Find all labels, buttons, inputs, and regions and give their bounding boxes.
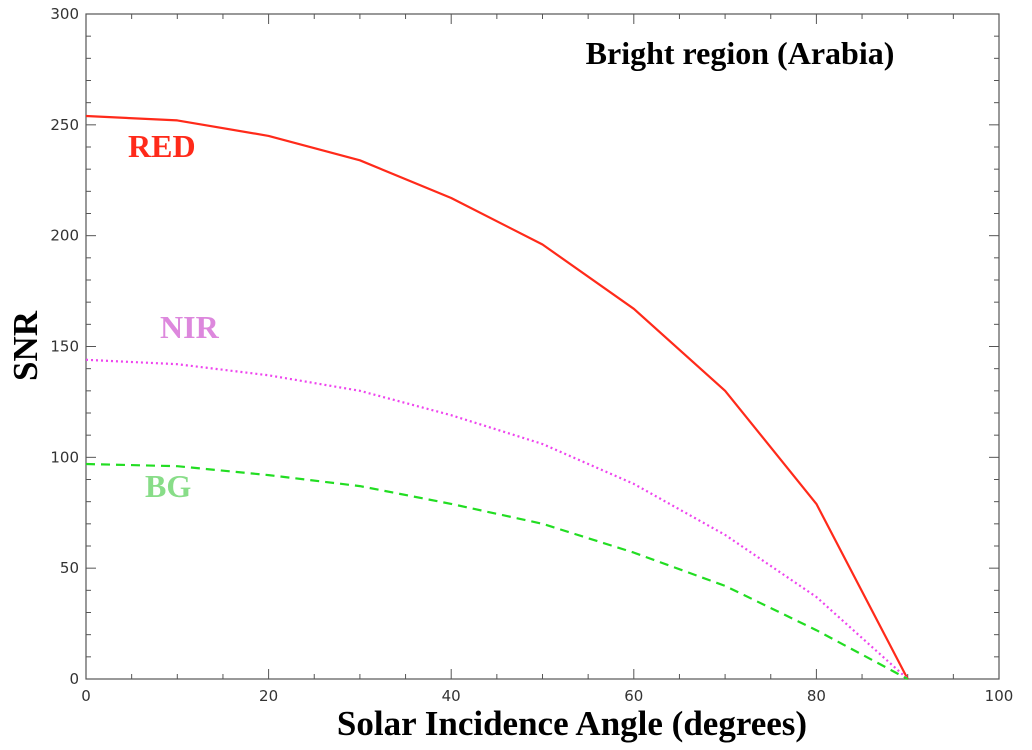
x-tick-label: 0 — [81, 687, 91, 705]
y-tick-label: 300 — [50, 5, 79, 23]
y-axis-title: SNR — [6, 310, 45, 381]
series-line-red — [85, 114, 909, 680]
series-label-bg: BG — [145, 468, 191, 504]
x-tick-label: 60 — [624, 687, 643, 705]
x-tick-label: 40 — [442, 687, 461, 705]
y-tick-label: 200 — [50, 227, 79, 245]
series-lines — [85, 114, 909, 680]
y-tick-label: 0 — [69, 670, 79, 688]
axis-tick-labels: 0 20 40 60 80 100 0 50 100 150 200 250 300 — [50, 5, 1013, 705]
y-tick-label: 250 — [50, 116, 79, 134]
x-axis-title: Solar Incidence Angle (degrees) — [337, 704, 807, 743]
y-tick-label: 100 — [50, 448, 79, 466]
x-tick-label: 20 — [259, 687, 278, 705]
series-line-bg — [85, 462, 909, 680]
axis-ticks — [85, 13, 1000, 680]
series-line-nir — [85, 358, 909, 680]
x-tick-label: 80 — [807, 687, 826, 705]
series-label-nir: NIR — [160, 309, 220, 345]
plot-area-frame — [85, 13, 1000, 680]
y-tick-label: 50 — [60, 559, 79, 577]
x-tick-label: 100 — [985, 687, 1014, 705]
series-label-red: RED — [128, 128, 196, 164]
y-tick-label: 150 — [50, 338, 79, 356]
chart-title: Bright region (Arabia) — [586, 35, 895, 71]
